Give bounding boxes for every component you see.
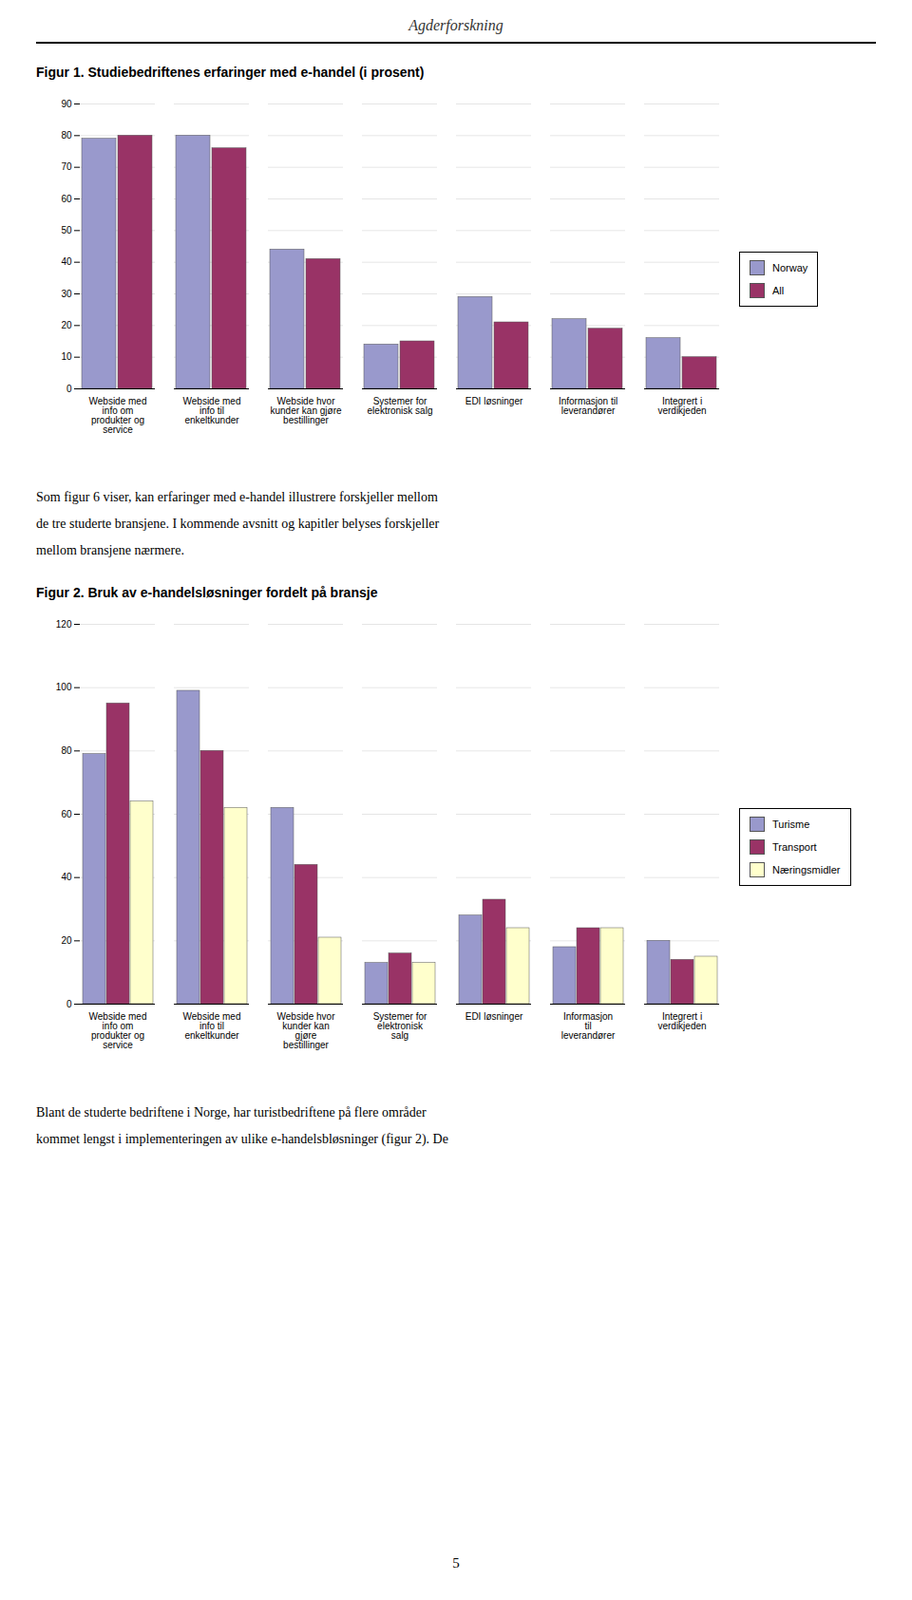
html-text:5: 5: [452, 1556, 460, 1572]
svg-text:0: 0: [66, 999, 73, 1010]
html-text:Transport: Transport: [772, 841, 817, 854]
svg-text:Webside hvorkunder kan gjørebe: Webside hvorkunder kan gjørebestillinger: [269, 396, 342, 426]
svg-text:Systemer forelektronisk salg: Systemer forelektronisk salg: [367, 396, 434, 417]
svg-text:90: 90: [60, 98, 73, 110]
svg-text:20: 20: [60, 320, 73, 331]
svg-text:50: 50: [60, 225, 73, 236]
html-text:Agderforskning: Agderforskning: [408, 17, 504, 34]
svg-text:40: 40: [60, 256, 73, 267]
html-text:All: All: [772, 285, 784, 297]
svg-text:EDI løsninger: EDI løsninger: [465, 1011, 524, 1023]
svg-text:Webside medinfo omprodukter og: Webside medinfo omprodukter ogservice: [89, 396, 148, 436]
svg-text:0: 0: [66, 383, 73, 395]
svg-text:30: 30: [60, 288, 73, 300]
html-text:Turisme: Turisme: [772, 818, 810, 831]
svg-text:60: 60: [60, 809, 73, 820]
html-text:Norway: Norway: [772, 262, 808, 274]
svg-text:Webside medinfo tilenkeltkunde: Webside medinfo tilenkeltkunder: [183, 396, 242, 426]
html-text:mellom bransjene nærmere.: mellom bransjene nærmere.: [36, 543, 185, 558]
svg-text:120: 120: [56, 619, 73, 630]
svg-text:Integrert iverdikjeden: Integrert iverdikjeden: [657, 1011, 706, 1032]
svg-text:80: 80: [60, 130, 73, 141]
svg-text:Informasjontilleverandører: Informasjontilleverandører: [561, 1011, 616, 1042]
svg-text:20: 20: [60, 935, 73, 947]
svg-text:Webside medinfo tilenkeltkunde: Webside medinfo tilenkeltkunder: [183, 1011, 242, 1042]
svg-text:Webside hvorkunder kangjørebes: Webside hvorkunder kangjørebestillinger: [277, 1011, 337, 1051]
html-text:Som figur 6 viser, kan erfarin: Som figur 6 viser, kan erfaringer med e-…: [36, 490, 438, 505]
html-text:Blant de studerte bedriftene i: Blant de studerte bedriftene i Norge, ha…: [36, 1105, 427, 1121]
svg-text:70: 70: [60, 161, 73, 172]
svg-text:Systemer forelektronisksalg: Systemer forelektronisksalg: [373, 1011, 428, 1042]
html-text:kommet lengst i implementering: kommet lengst i implementeringen av ulik…: [36, 1132, 449, 1147]
html-text:Figur 1. Studiebedriftenes erf: Figur 1. Studiebedriftenes erfaringer me…: [36, 64, 425, 80]
svg-text:10: 10: [60, 351, 73, 362]
html-text:de tre studerte bransjene. I k: de tre studerte bransjene. I kommende av…: [36, 516, 440, 532]
svg-text:EDI løsninger: EDI løsninger: [465, 396, 524, 407]
svg-text:Webside medinfo omprodukter og: Webside medinfo omprodukter ogservice: [89, 1011, 148, 1051]
svg-text:40: 40: [60, 872, 73, 883]
svg-text:100: 100: [56, 682, 73, 693]
html-text:Figur 2. Bruk av e-handelsløsn: Figur 2. Bruk av e-handelsløsninger ford…: [36, 585, 378, 601]
svg-text:Integrert iverdikjeden: Integrert iverdikjeden: [657, 396, 706, 417]
svg-text:80: 80: [60, 745, 73, 757]
svg-text:Informasjon tilleverandører: Informasjon tilleverandører: [558, 396, 618, 417]
svg-text:60: 60: [60, 193, 73, 205]
html-text:Næringsmidler: Næringsmidler: [772, 864, 841, 876]
